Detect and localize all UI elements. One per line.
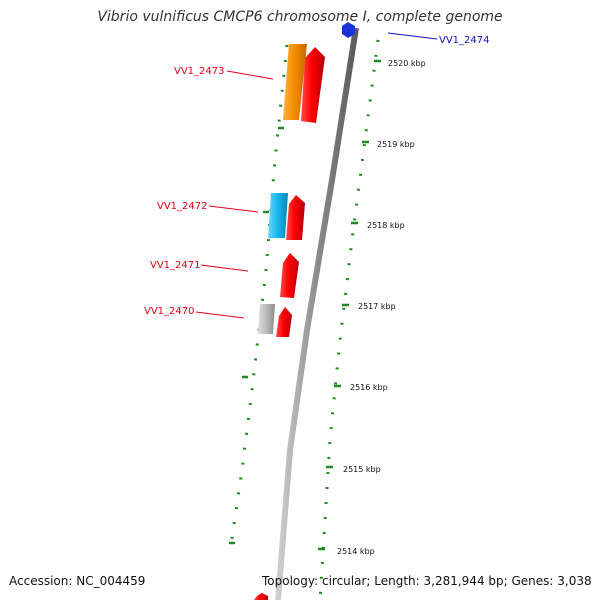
gene-vv1-2470-forward[interactable] bbox=[276, 307, 292, 337]
gene-vv1-2473-orange[interactable] bbox=[283, 44, 307, 120]
gene-label-vv1-2471[interactable]: VV1_2471 bbox=[150, 260, 201, 271]
scale-ticks bbox=[229, 59, 381, 551]
gene-vv1-2471-forward[interactable] bbox=[280, 253, 299, 298]
gene-label-vv1-2470[interactable]: VV1_2470 bbox=[144, 306, 195, 317]
scale-label: 2516 kbp bbox=[350, 383, 388, 392]
accession-text: Accession: NC_004459 bbox=[9, 574, 146, 588]
label-connector-vv1-2471 bbox=[200, 264, 249, 272]
outer-dashed-arc bbox=[318, 39, 380, 600]
gene-vv1-2470-grey[interactable] bbox=[258, 304, 275, 334]
scale-label: 2515 kbp bbox=[343, 465, 381, 474]
label-connector-vv1-2473 bbox=[226, 70, 274, 80]
gene-vv1-2474-marker[interactable] bbox=[342, 22, 355, 38]
inner-dashed-arc bbox=[229, 44, 289, 546]
gene-bottom-forward[interactable] bbox=[254, 593, 268, 600]
scale-label: 2519 kbp bbox=[377, 140, 415, 149]
label-connector-vv1-2474 bbox=[387, 32, 438, 40]
gene-label-vv1-2472[interactable]: VV1_2472 bbox=[157, 201, 208, 212]
label-connector-vv1-2470 bbox=[195, 311, 245, 319]
label-connector-vv1-2472 bbox=[208, 205, 259, 213]
gene-label-vv1-2473[interactable]: VV1_2473 bbox=[174, 66, 225, 77]
gene-label-vv1-2474[interactable]: VV1_2474 bbox=[439, 35, 490, 46]
gene-vv1-2473-forward[interactable] bbox=[301, 47, 325, 123]
scale-label: 2517 kbp bbox=[358, 302, 396, 311]
chromosome-backbone bbox=[275, 27, 359, 600]
scale-label: 2520 kbp bbox=[388, 59, 426, 68]
scale-label: 2518 kbp bbox=[367, 221, 405, 230]
gene-vv1-2472-cyan[interactable] bbox=[268, 193, 288, 238]
scale-label: 2514 kbp bbox=[337, 547, 375, 556]
gene-vv1-2472-forward[interactable] bbox=[286, 195, 305, 240]
map-title: Vibrio vulnificus CMCP6 chromosome I, co… bbox=[97, 9, 503, 25]
genome-summary: Topology: circular; Length: 3,281,944 bp… bbox=[262, 574, 592, 588]
